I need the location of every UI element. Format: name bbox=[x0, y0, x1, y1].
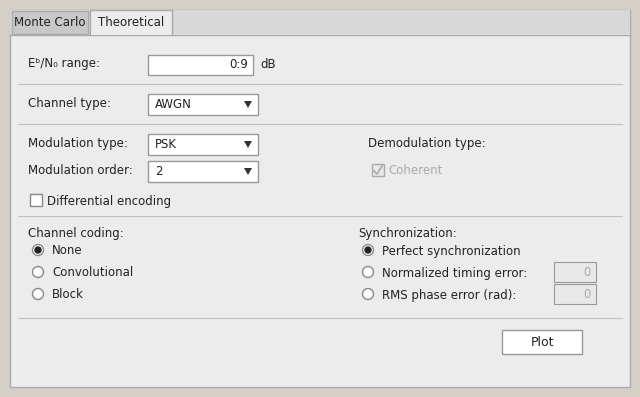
Text: Modulation order:: Modulation order: bbox=[28, 164, 132, 177]
Text: Normalized timing error:: Normalized timing error: bbox=[382, 266, 527, 279]
Text: 0:9: 0:9 bbox=[229, 58, 248, 71]
Bar bbox=[10, 10, 630, 34]
Bar bbox=[91, 33, 171, 35]
Text: None: None bbox=[52, 245, 83, 258]
Text: 0: 0 bbox=[584, 266, 591, 279]
Bar bbox=[30, 194, 42, 206]
Text: Plot: Plot bbox=[531, 335, 554, 349]
Text: Eᵇ/N₀ range:: Eᵇ/N₀ range: bbox=[28, 58, 100, 71]
Circle shape bbox=[365, 247, 371, 253]
Text: Perfect synchronization: Perfect synchronization bbox=[382, 245, 520, 258]
Text: Channel coding:: Channel coding: bbox=[28, 227, 124, 241]
Bar bbox=[148, 94, 258, 115]
Circle shape bbox=[362, 266, 374, 278]
Polygon shape bbox=[244, 101, 252, 108]
Bar bbox=[148, 161, 258, 182]
Text: Synchronization:: Synchronization: bbox=[358, 227, 457, 241]
Circle shape bbox=[362, 289, 374, 299]
Text: 2: 2 bbox=[155, 165, 163, 178]
Circle shape bbox=[33, 289, 44, 299]
Text: 0: 0 bbox=[584, 289, 591, 301]
Text: Modulation type:: Modulation type: bbox=[28, 137, 128, 150]
Text: Block: Block bbox=[52, 289, 84, 301]
Bar bbox=[502, 330, 582, 354]
Bar bbox=[554, 284, 596, 304]
Bar bbox=[554, 262, 596, 282]
Circle shape bbox=[33, 245, 44, 256]
Circle shape bbox=[35, 247, 41, 253]
Text: Theoretical: Theoretical bbox=[98, 15, 164, 29]
Bar bbox=[148, 134, 258, 155]
Text: AWGN: AWGN bbox=[155, 98, 192, 111]
Polygon shape bbox=[244, 168, 252, 175]
Bar bbox=[12, 11, 88, 34]
Text: Differential encoding: Differential encoding bbox=[47, 195, 171, 208]
Circle shape bbox=[33, 266, 44, 278]
Polygon shape bbox=[244, 141, 252, 148]
Text: Coherent: Coherent bbox=[388, 164, 442, 177]
Text: PSK: PSK bbox=[155, 138, 177, 151]
Circle shape bbox=[362, 245, 374, 256]
Text: Demodulation type:: Demodulation type: bbox=[368, 137, 486, 150]
Text: dB: dB bbox=[260, 58, 276, 71]
Bar bbox=[90, 10, 172, 35]
Bar bbox=[372, 164, 384, 176]
Bar bbox=[148, 55, 253, 75]
Text: Channel type:: Channel type: bbox=[28, 98, 111, 110]
Text: RMS phase error (rad):: RMS phase error (rad): bbox=[382, 289, 516, 301]
Text: Convolutional: Convolutional bbox=[52, 266, 133, 279]
Text: Monte Carlo: Monte Carlo bbox=[14, 16, 86, 29]
